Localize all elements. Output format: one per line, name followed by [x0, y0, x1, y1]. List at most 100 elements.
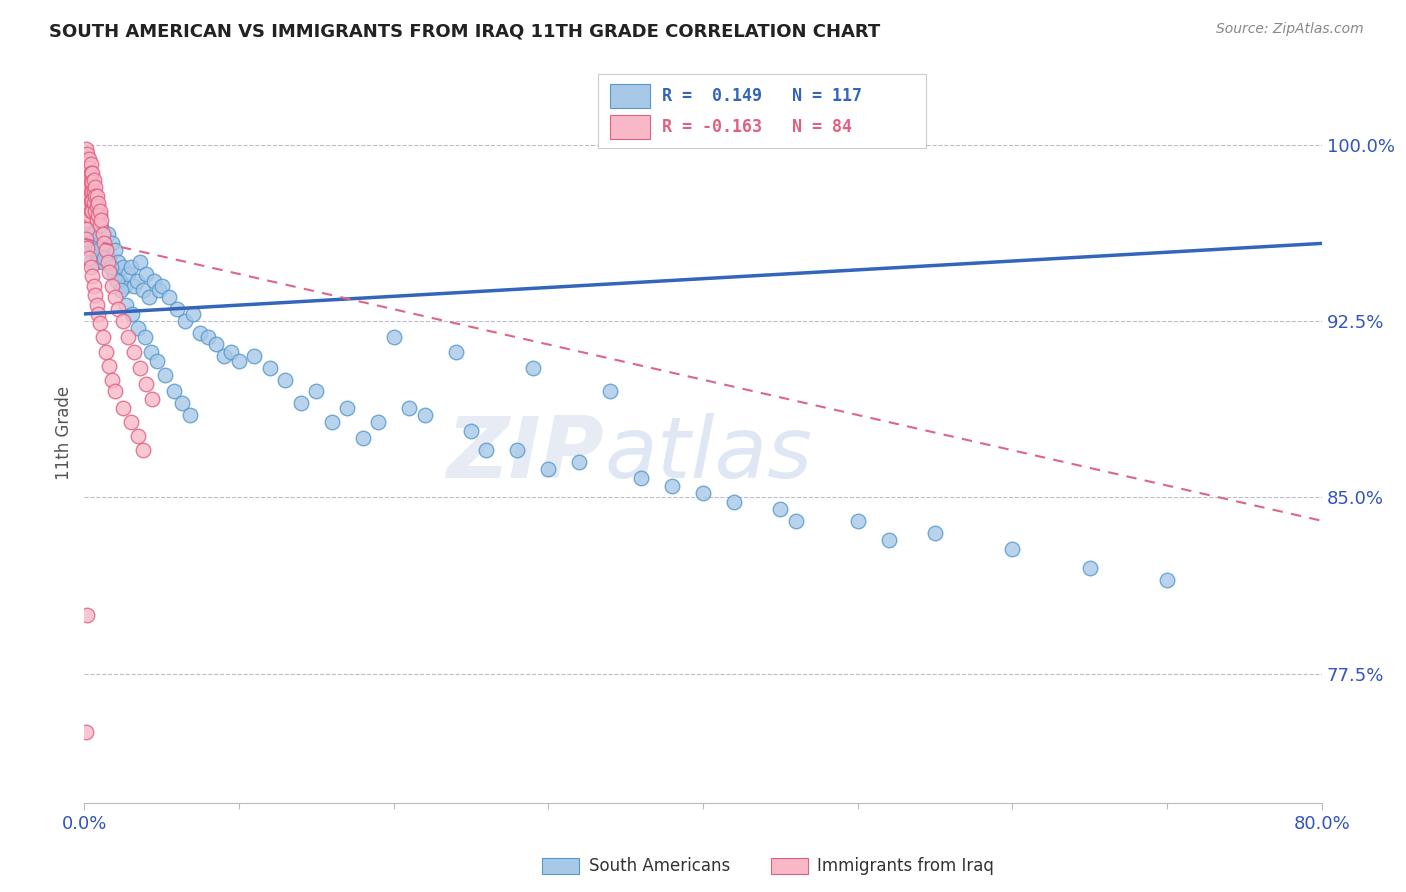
Point [86, 213, 108, 227]
Point [82, 203, 104, 218]
Point [77, 189, 100, 203]
Point [86, 199, 108, 213]
Point [76, 147, 98, 161]
Point [76, 166, 98, 180]
Point [166, 302, 188, 317]
Point [75, 152, 97, 166]
Point [104, 290, 127, 304]
Text: SOUTH AMERICAN VS IMMIGRANTS FROM IRAQ 11TH GRADE CORRELATION CHART: SOUTH AMERICAN VS IMMIGRANTS FROM IRAQ 1… [49, 22, 880, 40]
Point [76, 222, 98, 236]
Point [90, 213, 112, 227]
Text: atlas: atlas [605, 413, 813, 496]
Point [181, 307, 204, 321]
Point [82, 203, 104, 218]
Point [444, 344, 467, 359]
Bar [770, 857, 808, 874]
Text: R = -0.163   N = 84: R = -0.163 N = 84 [662, 118, 852, 136]
Point [117, 267, 139, 281]
Point [127, 321, 149, 335]
Point [75, 173, 97, 187]
Point [79, 194, 101, 208]
Point [83, 185, 105, 199]
Point [212, 349, 235, 363]
Point [91, 255, 114, 269]
Point [83, 173, 105, 187]
Point [75, 142, 97, 156]
Bar [610, 115, 650, 138]
Point [170, 396, 193, 410]
Point [228, 354, 250, 368]
Point [100, 260, 122, 274]
Point [82, 185, 104, 199]
Point [413, 408, 436, 422]
Point [86, 255, 108, 269]
Point [110, 284, 132, 298]
Point [77, 152, 100, 166]
Point [79, 185, 101, 199]
Point [460, 425, 482, 439]
Point [93, 236, 115, 251]
Point [76, 194, 98, 208]
Point [506, 443, 529, 458]
Point [89, 218, 111, 232]
Point [146, 354, 169, 368]
Point [82, 225, 104, 239]
Point [82, 194, 104, 208]
Point [79, 175, 101, 189]
Point [122, 278, 145, 293]
Point [135, 267, 157, 281]
Point [87, 307, 110, 321]
Point [76, 213, 98, 227]
Point [89, 316, 111, 330]
Point [112, 401, 135, 415]
Point [75, 161, 97, 176]
Point [75, 180, 97, 194]
Point [132, 284, 155, 298]
Point [87, 244, 110, 258]
Point [79, 260, 101, 274]
Point [82, 166, 104, 180]
Point [305, 384, 328, 399]
Point [76, 156, 98, 170]
Text: R =  0.149   N = 117: R = 0.149 N = 117 [662, 87, 862, 104]
Point [174, 314, 197, 328]
Point [84, 180, 107, 194]
Point [120, 260, 142, 274]
Point [475, 443, 498, 458]
Point [87, 208, 110, 222]
Bar [598, 73, 925, 147]
Point [661, 478, 683, 492]
Point [127, 429, 149, 443]
Point [77, 213, 100, 227]
Point [79, 236, 101, 251]
Point [75, 189, 97, 203]
Point [274, 373, 297, 387]
Point [522, 361, 544, 376]
Point [112, 314, 135, 328]
Point [103, 267, 125, 281]
Point [90, 219, 112, 234]
Point [117, 330, 139, 344]
Point [79, 156, 101, 170]
Point [139, 344, 162, 359]
Point [382, 330, 405, 344]
Point [75, 161, 97, 176]
Point [125, 274, 148, 288]
Point [188, 326, 211, 340]
Point [290, 396, 312, 410]
Point [86, 232, 108, 246]
Point [90, 251, 112, 265]
Point [101, 373, 124, 387]
Point [89, 208, 111, 222]
Point [100, 260, 122, 274]
Point [77, 168, 100, 182]
Text: Immigrants from Iraq: Immigrants from Iraq [817, 856, 994, 875]
Point [76, 175, 98, 189]
Point [153, 368, 176, 382]
Point [132, 443, 155, 458]
Point [723, 495, 745, 509]
Point [129, 361, 152, 376]
Point [87, 244, 110, 258]
Point [89, 236, 111, 251]
Point [107, 302, 129, 317]
